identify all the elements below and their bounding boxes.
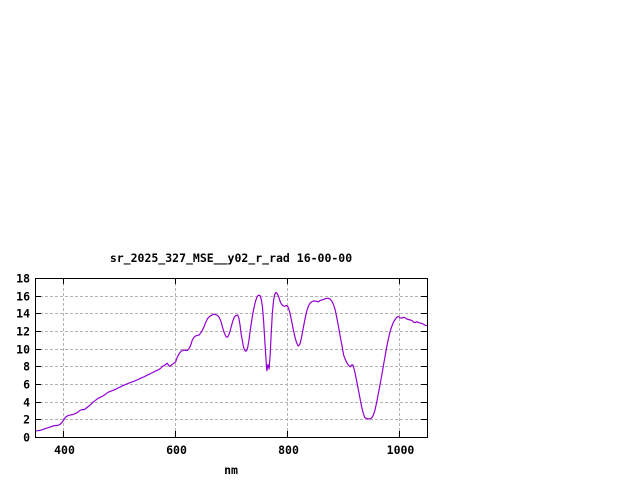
y-tick-label-14: 14 — [16, 307, 30, 321]
y-tick-label-0: 0 — [23, 431, 30, 445]
data-layer — [35, 292, 428, 432]
y-tick-label-16: 16 — [16, 290, 30, 304]
tick-label-layer: 400 600 800 1000 0 2 4 6 8 10 12 14 16 18 — [16, 272, 414, 458]
y-tick-label-4: 4 — [23, 396, 30, 410]
y-tick-label-12: 12 — [16, 325, 30, 339]
y-tick-label-8: 8 — [23, 360, 30, 374]
x-tick-label-800: 800 — [278, 443, 299, 457]
data-series-0 — [35, 292, 428, 432]
y-tick-label-10: 10 — [16, 343, 30, 357]
x-tick-label-400: 400 — [54, 443, 75, 457]
grid-layer — [35, 278, 427, 437]
y-tick-label-6: 6 — [23, 378, 30, 392]
x-tick-label-600: 600 — [166, 443, 187, 457]
x-axis-label: nm — [224, 463, 238, 477]
y-tick-label-2: 2 — [23, 413, 30, 427]
y-tick-label-18: 18 — [16, 272, 30, 286]
axis-layer — [35, 278, 428, 438]
chart-title: sr_2025_327_MSE__y02_r_rad 16-00-00 — [110, 251, 352, 266]
plot-border — [35, 278, 428, 438]
x-tick-label-1000: 1000 — [387, 443, 415, 457]
